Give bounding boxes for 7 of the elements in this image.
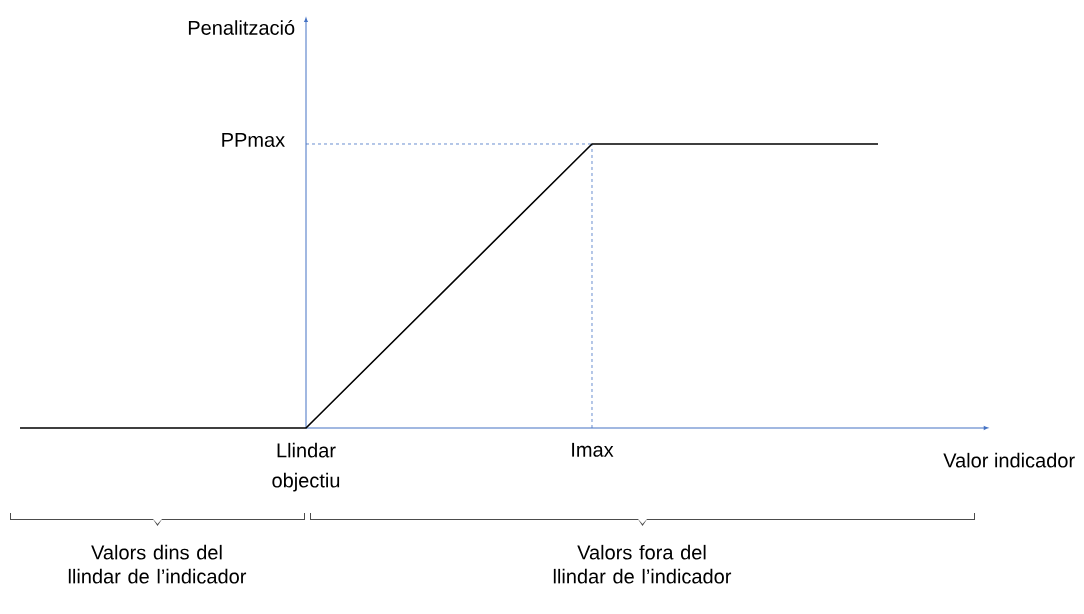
x-tick-label: Llindar objectiu [272,442,340,492]
text: Valors fora del llindar de l’indicador [553,544,732,584]
text: Valors dins del llindar de l’indicador [68,544,247,584]
x-tick-label: Imax [572,442,614,457]
ref-line-label: PPmax [222,133,285,147]
text: Penalització [188,19,295,35]
x-axis-title: Valor indicador [943,452,1075,468]
